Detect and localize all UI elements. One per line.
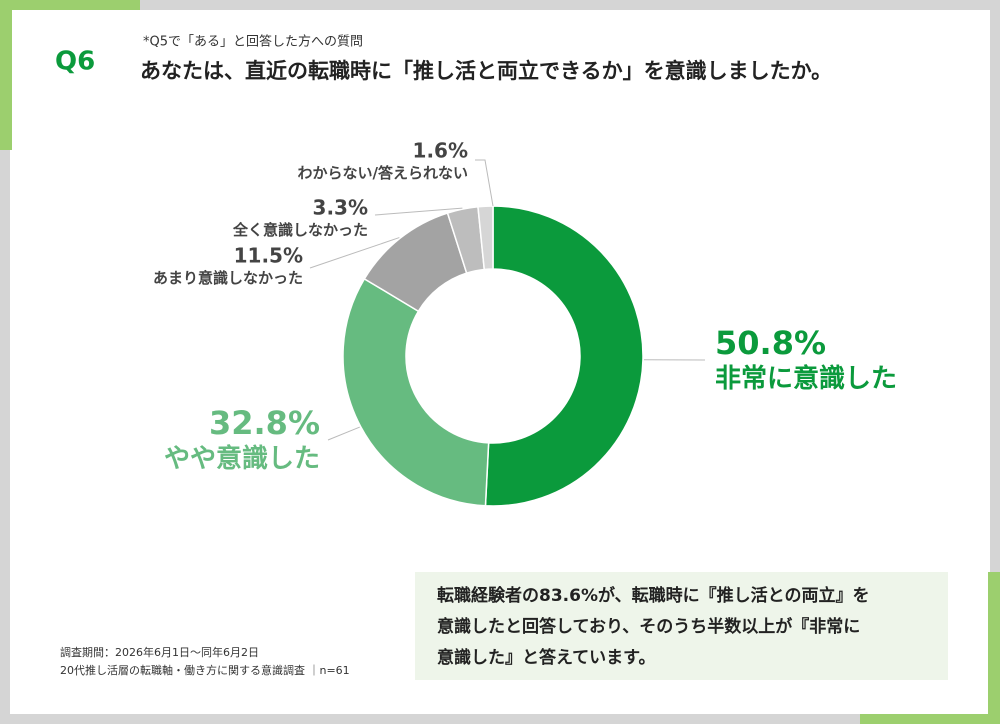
category-label: 全く意識しなかった — [232, 221, 368, 239]
value-label: 3.3% — [313, 196, 368, 220]
category-label: あまり意識しなかった — [153, 269, 303, 287]
note-line: 意識した』と答えています。 — [437, 647, 655, 668]
value-label: 1.6% — [413, 139, 468, 163]
value-label: 32.8% — [209, 404, 320, 442]
footer-line: 調査期間：2026年6月1日～同年6月2日 — [60, 645, 259, 659]
footer-line: 20代推し活層の転職軸・働き方に関する意識調査 ｜n=61 — [60, 663, 350, 677]
category-label: やや意識した — [164, 443, 320, 474]
title: あなたは、直近の転職時に「推し活と両立できるか」を意識しましたか。 — [140, 59, 832, 83]
question-number: Q6 — [55, 47, 95, 77]
note-line: 転職経験者の83.6%が、転職時に『推し活との両立』を — [437, 585, 869, 606]
category-label: わからない/答えられない — [298, 164, 468, 182]
category-label: 非常に意識した — [715, 363, 897, 394]
accent-top — [0, 0, 140, 10]
value-label: 11.5% — [234, 244, 303, 268]
accent-left — [0, 0, 12, 150]
note-line: 意識したと回答しており、そのうち半数以上が『非常に — [437, 616, 860, 637]
accent-right — [988, 572, 1000, 724]
value-label: 50.8% — [715, 324, 826, 362]
subtitle: *Q5で「ある」と回答した方への質問 — [143, 34, 363, 50]
accent-bottom — [860, 714, 1000, 724]
